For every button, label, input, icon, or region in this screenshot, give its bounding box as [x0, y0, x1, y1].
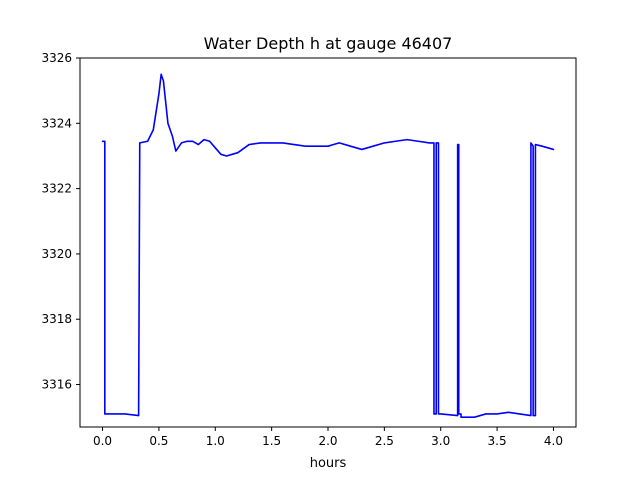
x-tick-label: 2.0: [318, 434, 337, 448]
x-tick-label: 0.0: [93, 434, 112, 448]
data-layer: [101, 73, 555, 419]
x-tick-label: 0.5: [149, 434, 168, 448]
y-tick-label: 3318: [41, 312, 72, 326]
x-axis-label: hours: [310, 456, 347, 471]
y-tick-label: 3324: [41, 116, 72, 130]
y-tick-label: 3320: [41, 247, 72, 261]
y-tick-label: 3322: [41, 182, 72, 196]
x-tick-label: 3.0: [431, 434, 450, 448]
y-tick-label: 3316: [41, 378, 72, 392]
x-tick-label: 1.0: [206, 434, 225, 448]
y-axis: 3316 3318 3320 3322 3324 3326: [41, 51, 80, 392]
x-tick-label: 1.5: [262, 434, 281, 448]
y-tick-label: 3326: [41, 51, 72, 65]
x-tick-label: 4.0: [544, 434, 563, 448]
chart-title: Water Depth h at gauge 46407: [204, 34, 453, 53]
x-axis: 0.0 0.5 1.0 1.5 2.0 2.5 3.0 3.5 4.0: [93, 427, 563, 448]
x-tick-label: 3.5: [488, 434, 507, 448]
series-line-0: [101, 73, 555, 419]
x-tick-label: 2.5: [375, 434, 394, 448]
